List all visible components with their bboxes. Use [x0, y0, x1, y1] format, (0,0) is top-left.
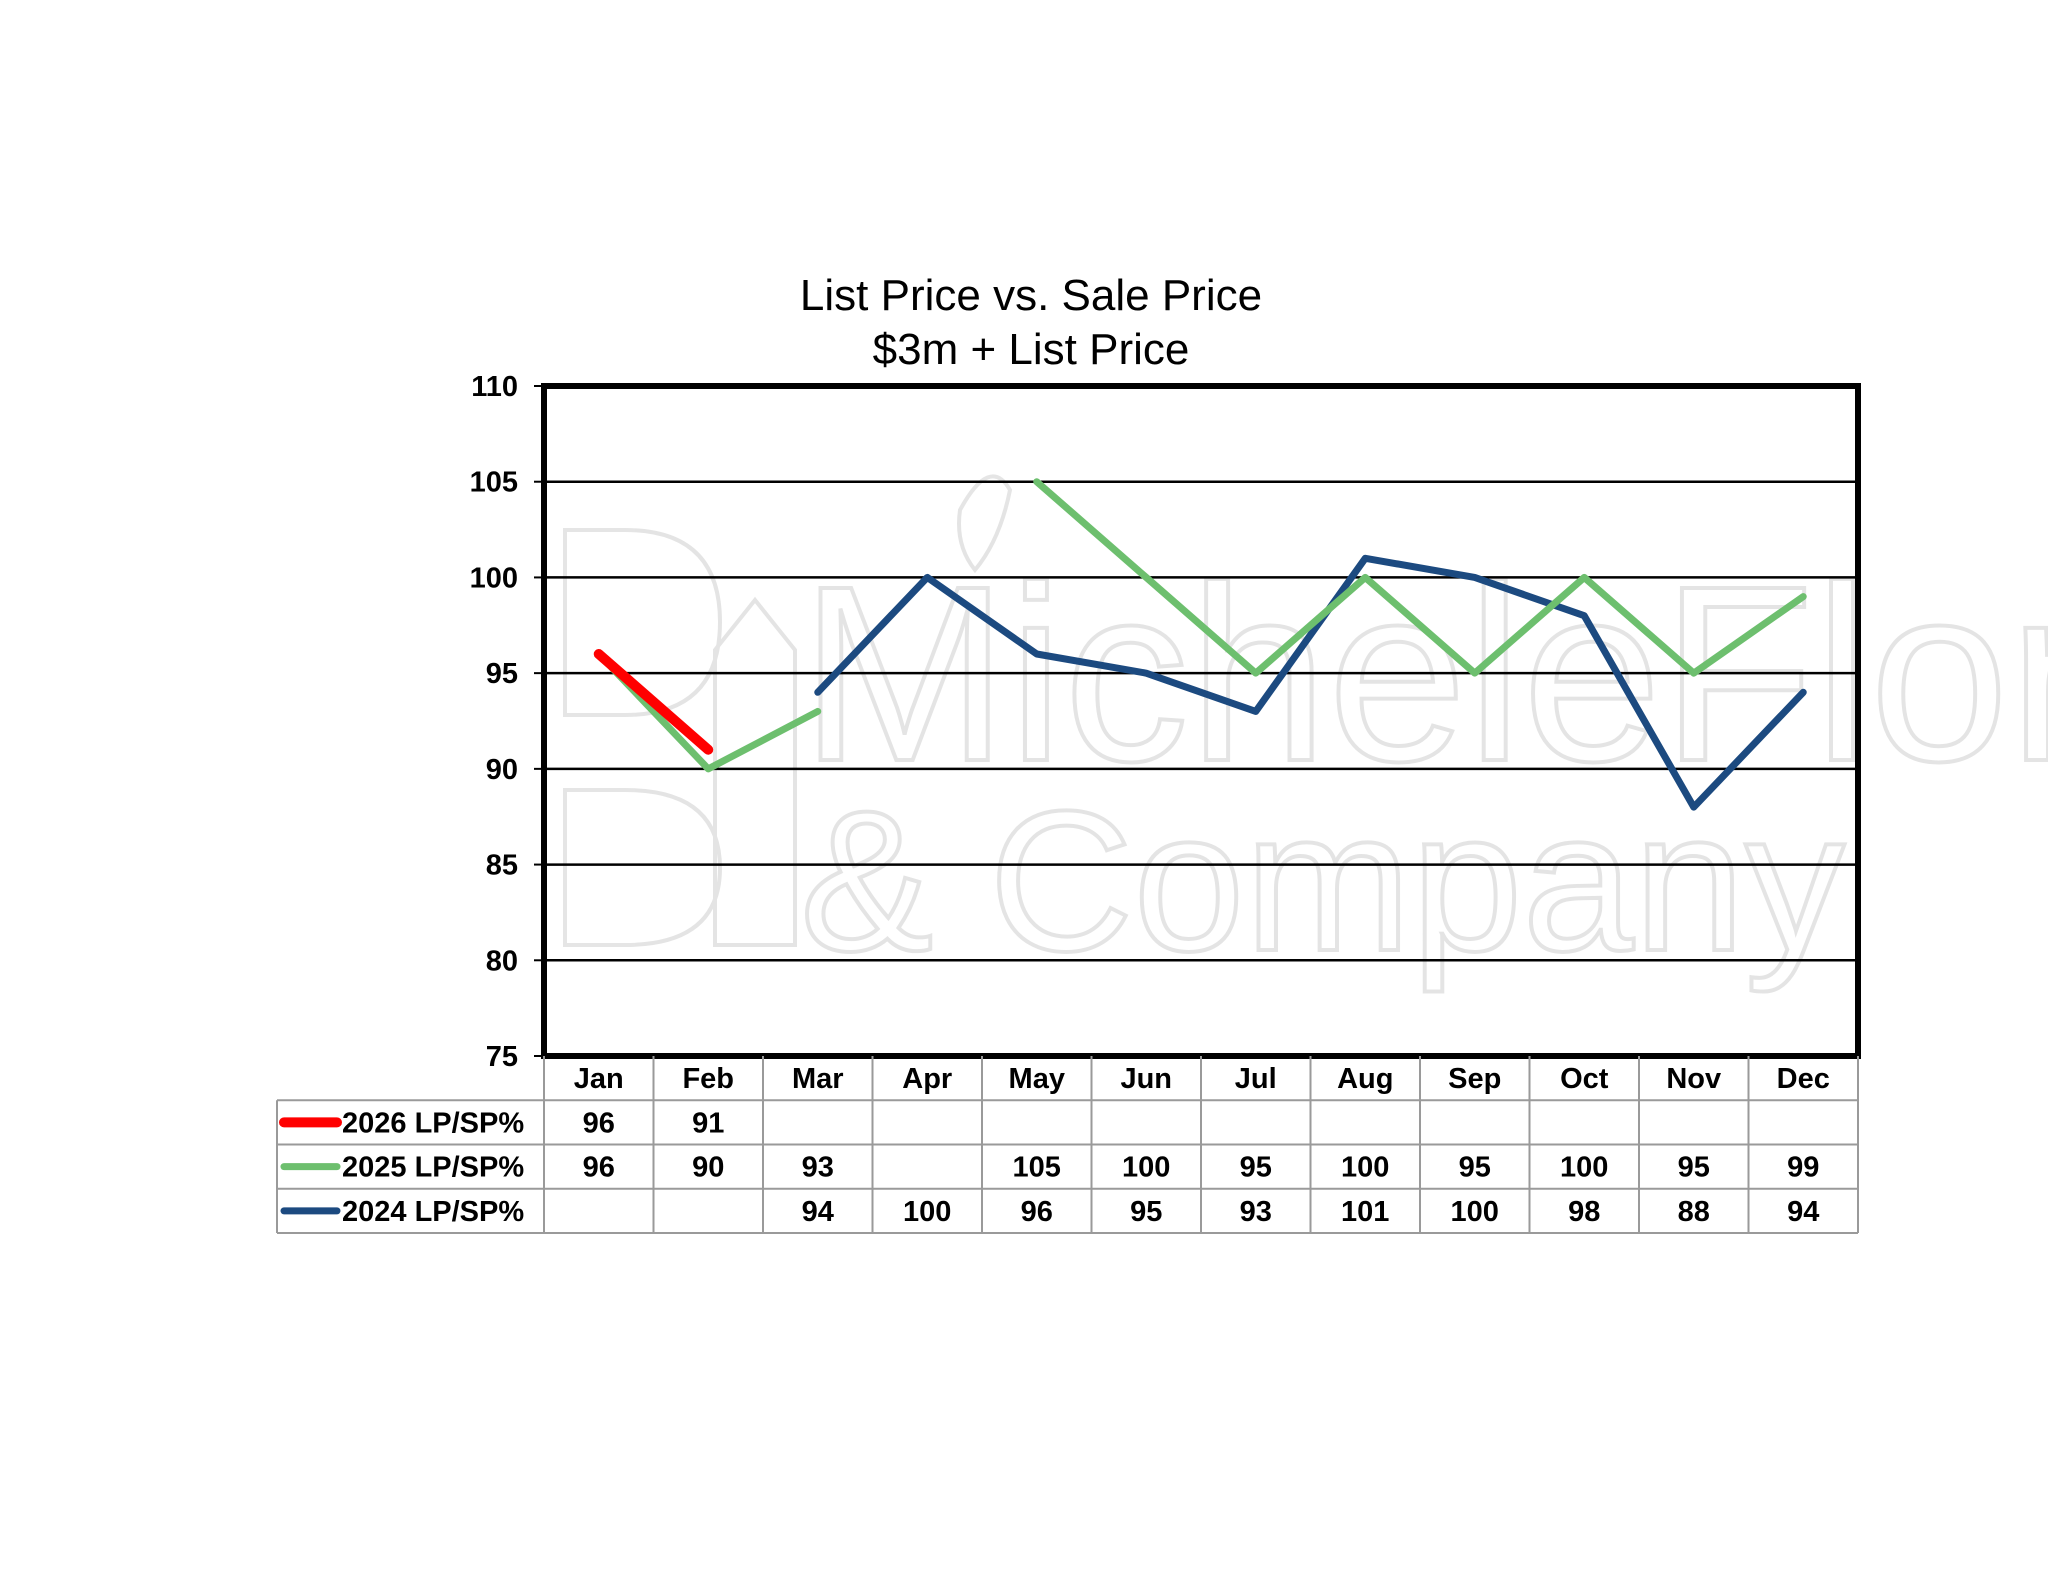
table-cell-value: 94	[1787, 1196, 1819, 1228]
table-row: 2026 LP/SP% 96 91	[279, 1107, 724, 1139]
series-line	[1033, 478, 1807, 677]
table-cell-value: 95	[1678, 1152, 1710, 1184]
y-tick-label: 75	[486, 1041, 518, 1073]
month-label: Jan	[574, 1063, 624, 1095]
y-tick-label: 105	[470, 467, 518, 499]
month-label: Nov	[1666, 1063, 1721, 1095]
table-cell-value: 100	[1451, 1196, 1499, 1228]
y-tick-label: 110	[471, 371, 518, 403]
series-2024-lp-sp-	[814, 554, 1807, 811]
data-table: Jan Feb Mar Apr May Jun Jul Aug Sep Oct Nov Dec 2026…	[276, 1056, 1859, 1234]
watermark-logo: MicheleFlory & Company	[563, 474, 2048, 995]
table-cell-value: 100	[903, 1196, 951, 1228]
month-label: Sep	[1448, 1063, 1501, 1095]
series-line	[593, 649, 714, 755]
table-cell-value: 101	[1341, 1196, 1389, 1228]
month-label: Oct	[1560, 1063, 1609, 1095]
table-cell-value: 95	[1459, 1152, 1491, 1184]
table-cell-value: 90	[692, 1152, 724, 1184]
table-cell-value: 105	[1013, 1152, 1061, 1184]
gridlines	[544, 480, 1858, 962]
series-line	[814, 554, 1807, 811]
month-label: Apr	[902, 1063, 952, 1095]
chart-titles: List Price vs. Sale Price $3m + List Pri…	[800, 271, 1262, 374]
table-row: 2024 LP/SP% 94 100 96 95 93 101 100 98 88 94	[280, 1196, 1819, 1228]
table-cell-value: 96	[583, 1152, 615, 1184]
y-tick-label: 100	[470, 562, 518, 594]
table-cell-value: 95	[1130, 1196, 1162, 1228]
month-label: Aug	[1337, 1063, 1393, 1095]
month-label: May	[1009, 1063, 1065, 1095]
month-label: Feb	[682, 1063, 734, 1095]
month-label: Dec	[1777, 1063, 1830, 1095]
table-cell-value: 94	[802, 1196, 834, 1228]
y-tick-label: 95	[486, 658, 518, 690]
month-label: Mar	[792, 1063, 844, 1095]
table-cell-value: 88	[1678, 1196, 1710, 1228]
table-cell-value: 96	[583, 1107, 615, 1139]
legend-label: 2025 LP/SP%	[342, 1152, 524, 1184]
svg-text:& Company: & Company	[800, 770, 1845, 993]
y-axis-ticks: 75 80 85 90 95 100 105 110	[470, 371, 544, 1073]
y-tick-label: 90	[486, 754, 518, 786]
legend-label: 2024 LP/SP%	[342, 1196, 524, 1228]
table-cell-value: 93	[1240, 1196, 1272, 1228]
month-label: Jun	[1120, 1063, 1172, 1095]
y-tick-label: 85	[486, 850, 518, 882]
table-cell-value: 99	[1787, 1152, 1819, 1184]
legend-label: 2026 LP/SP%	[342, 1107, 524, 1139]
month-label: Jul	[1235, 1063, 1277, 1095]
table-cell-value: 95	[1240, 1152, 1272, 1184]
series-lines	[593, 478, 1807, 811]
table-cell-value: 98	[1568, 1196, 1600, 1228]
table-cell-value: 93	[802, 1152, 834, 1184]
series-2026-lp-sp-	[593, 649, 714, 755]
table-cell-value: 91	[692, 1107, 724, 1139]
table-cell-value: 96	[1021, 1196, 1053, 1228]
table-cell-value: 100	[1341, 1152, 1389, 1184]
chart-title: List Price vs. Sale Price	[800, 271, 1262, 320]
table-cell-value: 100	[1122, 1152, 1170, 1184]
y-tick-label: 80	[486, 945, 518, 977]
chart-subtitle: $3m + List Price	[873, 325, 1190, 374]
table-cell-value: 100	[1560, 1152, 1608, 1184]
table-row: 2025 LP/SP% 96 90 93 105 100 95 100 95 100 95 99	[280, 1152, 1819, 1184]
